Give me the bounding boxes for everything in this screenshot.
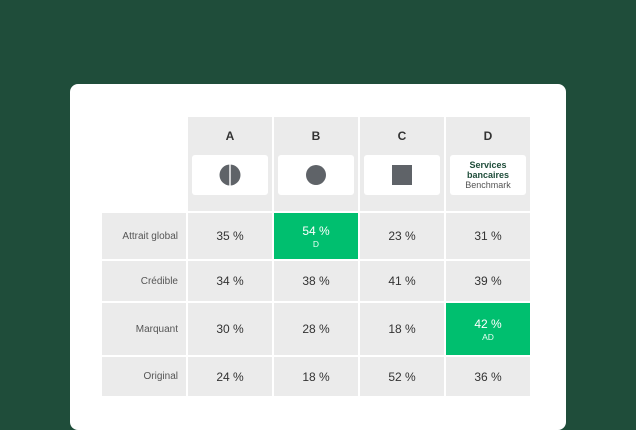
column-letter: A <box>225 129 235 143</box>
table-cell: 18 % <box>274 357 360 398</box>
comparison-table: A B C D <box>102 117 532 398</box>
column-header-d: D Services bancaires Benchmark <box>446 117 532 213</box>
table-cell: 28 % <box>274 303 360 357</box>
row-label-attrait-global: Attrait global <box>102 213 188 261</box>
table-cell: 18 % <box>360 303 446 357</box>
significance-label: D <box>312 238 320 249</box>
table-cell: 52 % <box>360 357 446 398</box>
row-label-marquant: Marquant <box>102 303 188 357</box>
row-label-credible: Crédible <box>102 261 188 303</box>
table-cell: 39 % <box>446 261 532 303</box>
column-header-c: C <box>360 117 446 213</box>
corner-cell <box>102 117 188 213</box>
table-cell: 36 % <box>446 357 532 398</box>
benchmark-subtitle: Benchmark <box>465 180 511 190</box>
column-letter: B <box>311 129 321 143</box>
column-letter: D <box>483 129 493 143</box>
logo-box <box>278 155 354 195</box>
highlighted-cell: 54 % D <box>274 213 360 261</box>
table-cell: 30 % <box>188 303 274 357</box>
table-cell: 38 % <box>274 261 360 303</box>
table-cell: 41 % <box>360 261 446 303</box>
circle-icon <box>306 165 326 185</box>
column-header-b: B <box>274 117 360 213</box>
table-cell: 34 % <box>188 261 274 303</box>
logo-box <box>364 155 440 195</box>
table-cell: 35 % <box>188 213 274 261</box>
half-circle-icon <box>219 164 241 186</box>
table-cell: 23 % <box>360 213 446 261</box>
table-cell: 24 % <box>188 357 274 398</box>
column-letter: C <box>397 129 407 143</box>
logo-box <box>192 155 268 195</box>
row-label-original: Original <box>102 357 188 398</box>
benchmark-logo-box: Services bancaires Benchmark <box>450 155 526 195</box>
table-cell: 31 % <box>446 213 532 261</box>
square-icon <box>392 165 412 185</box>
comparison-card: A B C D <box>70 84 566 430</box>
column-header-a: A <box>188 117 274 213</box>
highlighted-cell: 42 % AD <box>446 303 532 357</box>
benchmark-title: Services bancaires <box>466 160 510 180</box>
significance-label: AD <box>482 331 494 342</box>
